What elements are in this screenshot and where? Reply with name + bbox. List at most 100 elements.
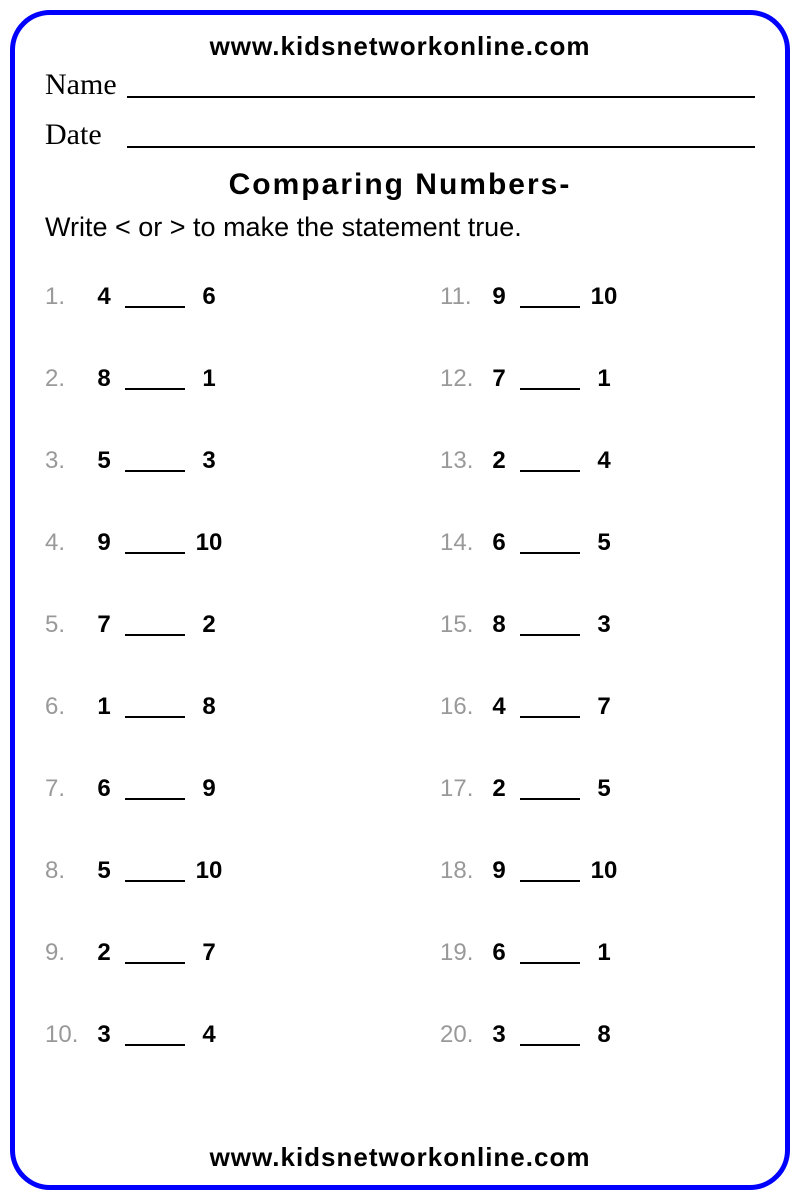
question-operand-b: 3: [586, 611, 622, 639]
question-row: 15.83: [440, 611, 755, 639]
header-url: www.kidsnetworkonline.com: [45, 31, 755, 62]
questions-column-left: 1.462.813.534.9105.726.187.698.5109.2710…: [45, 283, 360, 1103]
question-operand-a: 7: [89, 611, 119, 639]
question-number: 7.: [45, 775, 89, 803]
question-operand-b: 1: [586, 939, 622, 967]
question-operand-b: 10: [586, 857, 622, 885]
answer-blank[interactable]: [520, 552, 580, 554]
question-number: 5.: [45, 611, 89, 639]
question-operand-a: 9: [484, 857, 514, 885]
answer-blank[interactable]: [520, 1044, 580, 1046]
question-number: 16.: [440, 693, 484, 721]
answer-blank[interactable]: [125, 1044, 185, 1046]
question-operand-a: 5: [89, 857, 119, 885]
question-operand-a: 4: [484, 693, 514, 721]
answer-blank[interactable]: [520, 716, 580, 718]
answer-blank[interactable]: [520, 634, 580, 636]
question-row: 18.9 10: [440, 857, 755, 885]
question-row: 12.71: [440, 365, 755, 393]
question-row: 9.27: [45, 939, 360, 967]
question-number: 1.: [45, 283, 89, 311]
answer-blank[interactable]: [125, 306, 185, 308]
question-number: 19.: [440, 939, 484, 967]
question-operand-a: 3: [484, 1021, 514, 1049]
question-number: 14.: [440, 529, 484, 557]
question-row: 3.53: [45, 447, 360, 475]
question-operand-a: 9: [484, 283, 514, 311]
answer-blank[interactable]: [125, 962, 185, 964]
question-row: 2.81: [45, 365, 360, 393]
question-operand-b: 2: [191, 611, 227, 639]
question-operand-b: 5: [586, 775, 622, 803]
answer-blank[interactable]: [125, 716, 185, 718]
question-number: 12.: [440, 365, 484, 393]
question-number: 15.: [440, 611, 484, 639]
question-operand-b: 7: [586, 693, 622, 721]
question-row: 10.34: [45, 1021, 360, 1049]
question-operand-b: 7: [191, 939, 227, 967]
question-operand-a: 9: [89, 529, 119, 557]
question-operand-a: 3: [89, 1021, 119, 1049]
question-number: 10.: [45, 1021, 89, 1049]
answer-blank[interactable]: [125, 470, 185, 472]
answer-blank[interactable]: [125, 798, 185, 800]
question-number: 3.: [45, 447, 89, 475]
name-input-line[interactable]: [127, 96, 755, 98]
question-row: 19.61: [440, 939, 755, 967]
question-number: 11.: [440, 283, 484, 311]
date-input-line[interactable]: [127, 146, 755, 148]
question-operand-a: 7: [484, 365, 514, 393]
answer-blank[interactable]: [520, 306, 580, 308]
question-number: 18.: [440, 857, 484, 885]
question-number: 6.: [45, 693, 89, 721]
question-operand-b: 1: [191, 365, 227, 393]
answer-blank[interactable]: [125, 634, 185, 636]
question-row: 7.69: [45, 775, 360, 803]
question-number: 2.: [45, 365, 89, 393]
questions-container: 1.462.813.534.9105.726.187.698.5109.2710…: [45, 283, 755, 1103]
question-operand-b: 3: [191, 447, 227, 475]
question-row: 17.25: [440, 775, 755, 803]
answer-blank[interactable]: [520, 962, 580, 964]
worksheet-frame: www.kidsnetworkonline.com Name Date Comp…: [10, 10, 790, 1190]
worksheet-instruction: Write < or > to make the statement true.: [45, 212, 755, 243]
question-operand-b: 4: [191, 1021, 227, 1049]
question-row: 5.72: [45, 611, 360, 639]
question-row: 6.18: [45, 693, 360, 721]
question-row: 20.38: [440, 1021, 755, 1049]
question-number: 9.: [45, 939, 89, 967]
questions-column-right: 11.91012.7113.2414.6515.8316.4717.2518.9…: [440, 283, 755, 1103]
question-row: 16.47: [440, 693, 755, 721]
question-operand-a: 4: [89, 283, 119, 311]
footer-url: www.kidsnetworkonline.com: [15, 1142, 785, 1173]
answer-blank[interactable]: [520, 880, 580, 882]
answer-blank[interactable]: [520, 470, 580, 472]
question-operand-a: 2: [89, 939, 119, 967]
question-operand-a: 6: [484, 939, 514, 967]
question-operand-b: 10: [191, 529, 227, 557]
question-operand-a: 1: [89, 693, 119, 721]
question-number: 17.: [440, 775, 484, 803]
question-operand-a: 2: [484, 775, 514, 803]
question-operand-b: 10: [191, 857, 227, 885]
answer-blank[interactable]: [520, 388, 580, 390]
question-operand-a: 2: [484, 447, 514, 475]
date-label: Date: [45, 118, 123, 152]
question-operand-a: 5: [89, 447, 119, 475]
question-operand-b: 8: [586, 1021, 622, 1049]
question-operand-a: 6: [89, 775, 119, 803]
question-operand-b: 1: [586, 365, 622, 393]
question-operand-a: 8: [89, 365, 119, 393]
answer-blank[interactable]: [125, 880, 185, 882]
question-number: 20.: [440, 1021, 484, 1049]
answer-blank[interactable]: [520, 798, 580, 800]
question-operand-a: 6: [484, 529, 514, 557]
worksheet-title: Comparing Numbers-: [45, 168, 755, 202]
question-operand-b: 10: [586, 283, 622, 311]
question-operand-b: 6: [191, 283, 227, 311]
answer-blank[interactable]: [125, 552, 185, 554]
question-operand-b: 9: [191, 775, 227, 803]
question-operand-a: 8: [484, 611, 514, 639]
answer-blank[interactable]: [125, 388, 185, 390]
question-row: 4.910: [45, 529, 360, 557]
